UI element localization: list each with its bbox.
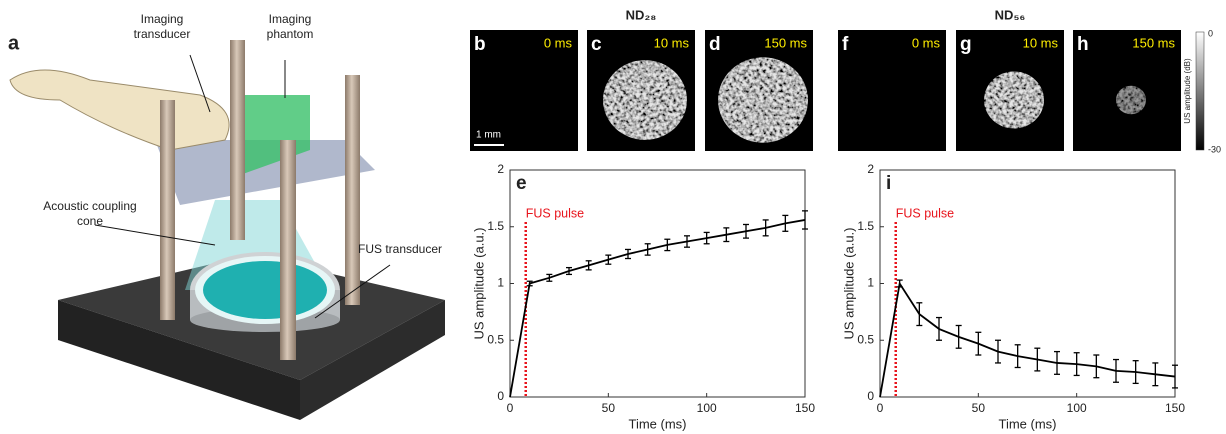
image-time: 150 ms <box>764 35 807 50</box>
callout-label: Imaging phantom <box>267 12 314 41</box>
speckle <box>470 30 578 151</box>
image-time: 150 ms <box>1132 35 1175 50</box>
annotation: FUS pulse <box>896 206 954 220</box>
y-axis-label: US amplitude (a.u.) <box>841 228 856 340</box>
y-tick-label: 2 <box>497 162 504 176</box>
error-bar <box>762 219 769 237</box>
y-tick-label: 1 <box>497 276 504 290</box>
error-bar <box>916 302 923 327</box>
image-time: 0 ms <box>544 35 573 50</box>
error-bar <box>1054 350 1060 375</box>
error-bar <box>684 235 690 248</box>
colorbar-tick: 0 <box>1208 28 1213 38</box>
error-bar <box>605 254 612 265</box>
error-bar <box>1034 347 1041 372</box>
x-tick-label: 0 <box>507 401 514 415</box>
x-tick-label: 150 <box>1165 401 1185 415</box>
x-tick-label: 100 <box>697 401 717 415</box>
error-bar <box>936 316 942 341</box>
image-panel-label: c <box>591 34 602 55</box>
callout-label: FUS transducer <box>358 242 442 256</box>
error-bar <box>975 331 982 356</box>
image-time: 10 ms <box>654 35 690 50</box>
image-panel-label: d <box>709 34 721 55</box>
y-tick-label: 2 <box>867 162 874 176</box>
error-bar <box>1172 364 1178 389</box>
image-time: 10 ms <box>1023 35 1059 50</box>
error-bar <box>664 238 671 252</box>
error-bar <box>526 280 533 287</box>
panel-label: e <box>516 173 527 194</box>
error-bar <box>1152 362 1159 387</box>
x-tick-label: 50 <box>972 401 986 415</box>
y-tick-label: 1.5 <box>487 219 504 233</box>
error-bar <box>585 260 592 271</box>
error-bar <box>1113 358 1119 383</box>
error-bar <box>703 231 710 245</box>
error-bar <box>896 279 903 288</box>
bright-spot <box>603 60 687 140</box>
apparatus-drawing <box>9 40 445 420</box>
error-bar <box>546 273 553 282</box>
x-tick-label: 0 <box>877 401 884 415</box>
x-tick-label: 50 <box>602 401 616 415</box>
plot-frame <box>879 169 1176 398</box>
y-tick-label: 0.5 <box>487 332 504 346</box>
chart-title: ND₂₈ <box>626 7 657 22</box>
image-panel-label: b <box>474 34 486 55</box>
panel-label: a <box>8 32 20 54</box>
x-tick-label: 150 <box>795 401 815 415</box>
error-bar <box>566 266 572 276</box>
error-bar <box>802 210 808 230</box>
chart-title: ND₅₆ <box>995 7 1026 22</box>
image-panel-label: h <box>1077 34 1089 55</box>
error-bar <box>644 243 651 256</box>
bright-spot <box>1116 85 1146 115</box>
data-line <box>509 219 806 398</box>
colorbar <box>1195 31 1205 151</box>
image-time: 0 ms <box>912 35 941 50</box>
callout-lines <box>94 54 391 319</box>
data-line <box>879 281 1176 398</box>
panel-label: i <box>886 173 891 194</box>
error-bar <box>1093 354 1100 379</box>
colorbar-label: US amplitude (dB) <box>1183 58 1192 124</box>
x-tick-label: 100 <box>1067 401 1087 415</box>
plot-frame <box>509 169 806 398</box>
error-bar <box>625 248 631 260</box>
bright-spot <box>984 71 1044 129</box>
image-panel-label: f <box>842 34 849 55</box>
error-bar <box>782 214 789 232</box>
x-axis-label: Time (ms) <box>998 416 1056 431</box>
y-tick-label: 1 <box>867 276 874 290</box>
callout-label: Imaging transducer <box>134 12 191 41</box>
colorbar-tick: -30 <box>1208 144 1221 154</box>
y-axis-label: US amplitude (a.u.) <box>471 228 486 340</box>
error-bar <box>1073 352 1080 377</box>
image-panel-label: g <box>960 34 972 55</box>
scale-bar-label: 1 mm <box>476 130 501 141</box>
y-tick-label: 1.5 <box>857 219 874 233</box>
callout-label: Acoustic coupling cone <box>43 199 136 228</box>
error-bar <box>743 223 749 239</box>
error-bar <box>723 227 730 243</box>
speckle <box>838 30 946 151</box>
error-bar <box>955 324 962 349</box>
error-bar <box>995 339 1001 364</box>
y-tick-label: 0 <box>867 389 874 403</box>
y-tick-label: 0.5 <box>857 332 874 346</box>
error-bar <box>1132 360 1139 385</box>
y-tick-label: 0 <box>497 389 504 403</box>
bright-spot <box>718 57 808 143</box>
annotation: FUS pulse <box>526 206 584 220</box>
error-bar <box>1014 344 1021 369</box>
x-axis-label: Time (ms) <box>628 416 686 431</box>
